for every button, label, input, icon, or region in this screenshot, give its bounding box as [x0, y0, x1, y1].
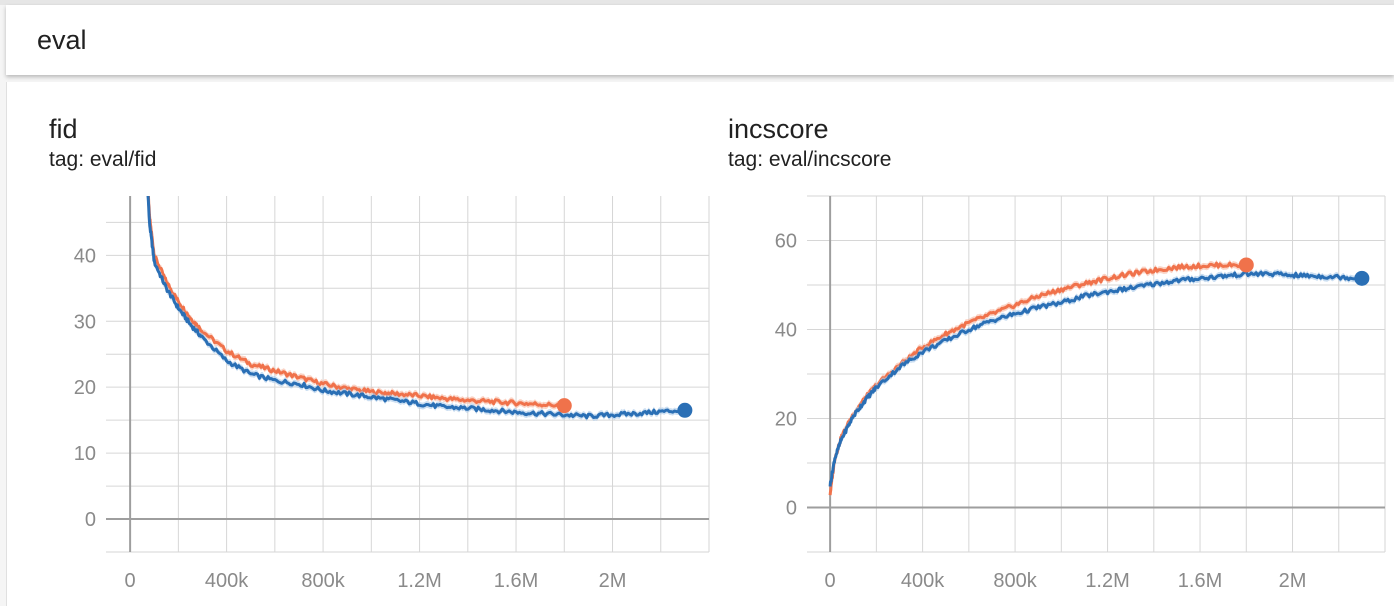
x-tick-label: 2M — [1279, 570, 1307, 592]
y-tick-label: 40 — [775, 320, 797, 342]
x-tick-label: 0 — [825, 570, 836, 592]
y-tick-label: 40 — [74, 245, 96, 267]
series-line-orange — [828, 261, 1248, 496]
top-strip — [0, 0, 1394, 5]
section-header[interactable]: eval — [6, 5, 1394, 75]
y-tick-label: 30 — [74, 311, 96, 333]
x-tick-label: 1.2M — [397, 570, 441, 592]
x-tick-label: 800k — [993, 570, 1037, 592]
chart-title: incscore — [728, 114, 829, 144]
series-end-dot-blue[interactable] — [1354, 270, 1370, 286]
x-tick-label: 2M — [599, 570, 627, 592]
chart-title: fid — [49, 114, 78, 144]
series-line-blue — [146, 196, 686, 420]
y-tick-label: 10 — [74, 443, 96, 465]
series-end-dot-orange[interactable] — [1238, 257, 1254, 273]
chart-tag: tag: eval/incscore — [728, 148, 892, 171]
x-tick-label: 0 — [125, 570, 136, 592]
series-band — [830, 268, 1362, 490]
charts-area: fid tag: eval/fid incscore tag: eval/inc… — [6, 82, 1394, 606]
chart-tag: tag: eval/fid — [49, 148, 157, 171]
section-title: eval — [37, 25, 87, 55]
y-tick-label: 0 — [85, 509, 96, 531]
x-tick-label: 1.6M — [494, 570, 538, 592]
y-tick-label: 60 — [775, 231, 797, 253]
series-line-blue — [828, 270, 1363, 487]
x-tick-label: 1.6M — [1178, 570, 1222, 592]
x-tick-label: 800k — [301, 570, 345, 592]
y-tick-label: 20 — [775, 409, 797, 431]
x-tick-label: 1.2M — [1085, 570, 1129, 592]
fid-line-chart[interactable]: 0 400k 800k 1.2M 1.6M 2M 0 10 20 30 40 — [7, 82, 1394, 606]
incscore-line-chart[interactable]: 0 400k 800k 1.2M 1.6M 2M 0 20 40 60 — [7, 82, 1394, 606]
series-end-dot-orange[interactable] — [556, 398, 572, 414]
x-tick-label: 400k — [901, 570, 945, 592]
y-tick-label: 0 — [786, 498, 797, 520]
series-end-dot-blue[interactable] — [677, 402, 693, 418]
x-tick-label: 400k — [205, 570, 249, 592]
y-tick-label: 20 — [74, 377, 96, 399]
